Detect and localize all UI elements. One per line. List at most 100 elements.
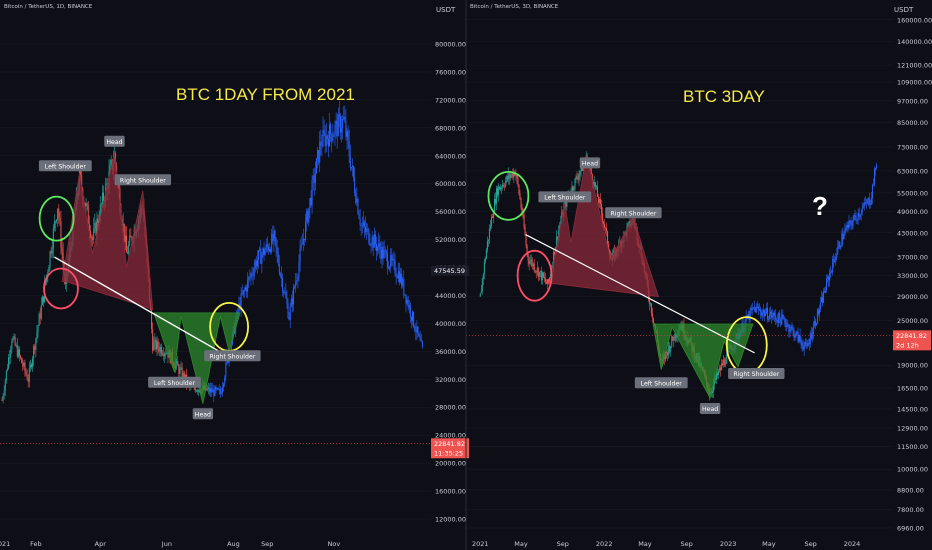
- candle-body: [488, 228, 490, 240]
- candle-body: [410, 316, 412, 321]
- candle-body: [835, 257, 837, 262]
- left-bottom-right-shoulder-label: Right Shoulder: [209, 353, 255, 360]
- candle-body: [792, 327, 794, 330]
- candle-body: [829, 272, 831, 281]
- candle-body: [220, 392, 222, 394]
- candle-body: [591, 174, 593, 183]
- candle-body: [241, 293, 243, 295]
- candle-body: [565, 200, 567, 207]
- candle-body: [528, 260, 530, 264]
- candle-body: [262, 248, 264, 255]
- candle-body: [854, 214, 856, 217]
- candle-body: [758, 309, 760, 311]
- right-top-right-shoulder-label: Right Shoulder: [610, 210, 656, 217]
- candle-body: [213, 389, 215, 397]
- left-last-price-tag-bg: [431, 265, 469, 276]
- candle-body: [490, 216, 492, 227]
- y-tick-label: 16500.00: [897, 385, 928, 393]
- candle-body: [385, 251, 387, 254]
- candle-body: [504, 186, 506, 187]
- candle-body: [254, 261, 256, 268]
- candle-body: [154, 339, 156, 343]
- candle-body: [749, 308, 751, 320]
- candle-body: [42, 296, 44, 302]
- candle-body: [407, 299, 409, 308]
- candle-body: [482, 274, 484, 279]
- candle-body: [165, 353, 167, 355]
- candle-body: [499, 186, 501, 190]
- candle-body: [360, 225, 362, 226]
- candle-body: [390, 255, 392, 267]
- candle-body: [167, 352, 169, 358]
- x-tick-label: Sep: [261, 540, 273, 548]
- candle-body: [806, 344, 808, 347]
- candle-body: [824, 291, 826, 293]
- candle-body: [91, 237, 93, 239]
- candle-body: [307, 211, 309, 223]
- candle-body: [836, 253, 838, 258]
- candle-body: [842, 233, 844, 240]
- candle-body: [286, 297, 288, 304]
- candle-body: [713, 384, 715, 392]
- candle-body: [666, 351, 668, 353]
- candle-body: [122, 223, 124, 226]
- candle-body: [525, 235, 527, 246]
- candle-body: [718, 371, 720, 376]
- candle-body: [298, 262, 300, 277]
- candle-body: [269, 249, 270, 251]
- candle-body: [151, 310, 153, 329]
- x-tick-label: Nov: [328, 540, 341, 548]
- candle-body: [571, 186, 573, 195]
- candle-body: [816, 309, 818, 324]
- candle-body: [351, 166, 353, 168]
- candle-body: [671, 336, 673, 347]
- candle-body: [321, 145, 323, 147]
- candle-body: [775, 315, 777, 320]
- candle-body: [770, 311, 772, 315]
- candle-body: [481, 278, 483, 292]
- candle-body: [343, 116, 345, 119]
- candle-body: [483, 261, 485, 275]
- candle-body: [864, 202, 866, 204]
- candle-body: [359, 218, 361, 226]
- candle-body: [496, 188, 498, 204]
- candle-body: [130, 235, 132, 238]
- candle-body: [502, 184, 504, 188]
- candle-body: [531, 259, 533, 266]
- candle-body: [289, 306, 291, 320]
- candle-body: [249, 277, 251, 278]
- candle-body: [291, 298, 293, 305]
- candle-body: [389, 266, 391, 269]
- candle-body: [225, 363, 227, 378]
- right-top-left-shoulder-label-bg: [538, 191, 592, 203]
- candle-body: [338, 114, 340, 117]
- candle-body: [396, 276, 398, 279]
- candle-body: [791, 326, 793, 328]
- left-current-price-tag-countdown: 11:35:25: [434, 449, 463, 457]
- x-tick-label: Feb: [30, 540, 42, 548]
- candle-body: [801, 342, 803, 347]
- candle-body: [33, 346, 35, 359]
- candle-body: [524, 227, 526, 236]
- candle-body: [195, 390, 197, 392]
- candle-body: [856, 219, 858, 221]
- candle-body: [507, 176, 509, 180]
- candle-body: [822, 297, 824, 303]
- candle-body: [158, 348, 160, 352]
- candle-body: [542, 272, 544, 278]
- candle-body: [311, 180, 313, 206]
- candle-body: [272, 233, 274, 242]
- candle-body: [769, 314, 771, 320]
- candle-body: [56, 219, 58, 222]
- candle-body: [330, 124, 332, 134]
- candle-body: [153, 342, 155, 351]
- candle-body: [575, 176, 577, 179]
- candle-body: [491, 216, 493, 218]
- y-tick-label: 19000.00: [897, 362, 928, 370]
- candle-body: [160, 346, 162, 354]
- candle-body: [194, 387, 196, 392]
- candle-body: [860, 213, 862, 215]
- candle-body: [808, 343, 810, 345]
- candle-body: [847, 225, 849, 229]
- candle-body: [248, 277, 250, 280]
